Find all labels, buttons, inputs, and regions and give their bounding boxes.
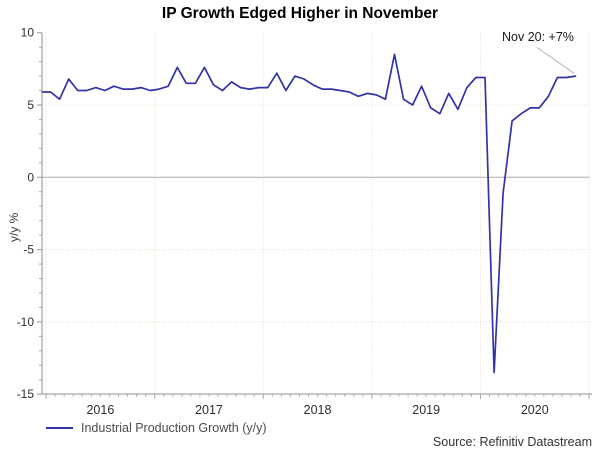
legend-label: Industrial Production Growth (y/y): [81, 420, 267, 435]
chart-title: IP Growth Edged Higher in November: [161, 5, 439, 22]
svg-text:2017: 2017: [195, 403, 223, 417]
svg-text:2020: 2020: [521, 403, 549, 417]
axes: [41, 32, 592, 395]
legend-line-swatch: [46, 426, 73, 429]
svg-text:-5: -5: [23, 243, 34, 257]
svg-text:-15: -15: [17, 387, 35, 401]
source-note: Source: Refinitiv Datastream: [432, 435, 592, 449]
svg-text:10: 10: [21, 26, 35, 40]
gridlines: [42, 32, 590, 394]
svg-text:2018: 2018: [304, 403, 332, 417]
y-axis-ticks: 10 5 0 -5 -10 -15: [17, 26, 42, 401]
annotation-pointer: [536, 47, 575, 74]
annotation-label: Nov 20: +7%: [502, 30, 574, 44]
y-axis-title: y/y %: [7, 212, 21, 242]
svg-text:2019: 2019: [412, 403, 440, 417]
legend: Industrial Production Growth (y/y): [46, 420, 267, 435]
svg-text:-10: -10: [17, 315, 35, 329]
series-line: [41, 53, 577, 374]
x-axis-labels: 2016 2017 2018 2019 2020: [86, 403, 548, 417]
x-axis-ticks: [45, 394, 590, 399]
svg-text:0: 0: [27, 170, 34, 184]
svg-text:5: 5: [27, 98, 34, 112]
svg-text:2016: 2016: [86, 403, 114, 417]
